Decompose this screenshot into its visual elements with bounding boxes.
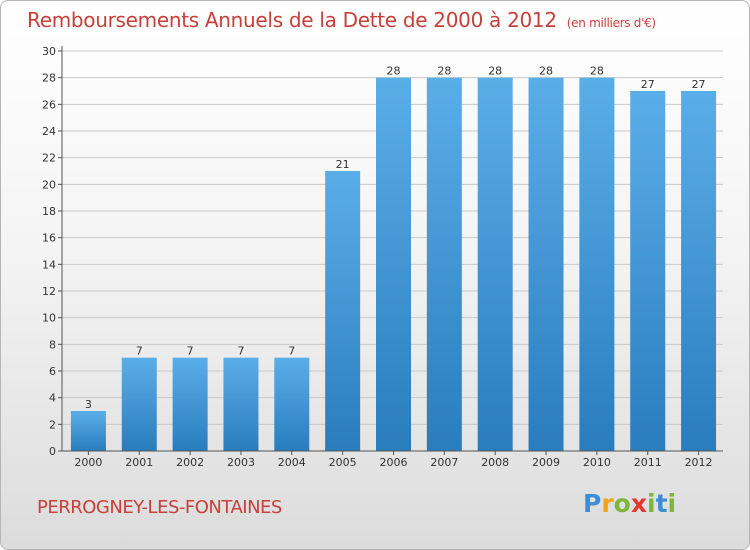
x-tick-label: 2006 — [380, 456, 408, 469]
y-tick-label: 2 — [49, 418, 56, 431]
y-tick-label: 14 — [42, 258, 56, 271]
bar-value-label: 28 — [437, 65, 451, 78]
y-tick-label: 0 — [49, 445, 56, 458]
bar-value-label: 7 — [237, 345, 244, 358]
x-tick-label: 2004 — [278, 456, 306, 469]
bar — [630, 91, 666, 451]
x-tick-label: 2003 — [227, 456, 255, 469]
x-tick-label: 2010 — [583, 456, 611, 469]
bar-value-label: 7 — [187, 345, 194, 358]
bar-value-label: 3 — [85, 398, 92, 411]
logo-letter: x — [630, 489, 647, 518]
y-tick-label: 22 — [42, 152, 56, 165]
x-tick-label: 2009 — [532, 456, 560, 469]
x-tick-label: 2000 — [74, 456, 102, 469]
y-tick-label: 8 — [49, 338, 56, 351]
bar — [325, 171, 361, 451]
bar — [681, 91, 717, 451]
bar — [172, 357, 208, 451]
bar-value-label: 27 — [641, 78, 655, 91]
proxiti-logo: Proxiti — [583, 489, 676, 518]
x-tick-label: 2001 — [125, 456, 153, 469]
bar-value-label: 7 — [136, 345, 143, 358]
bar — [528, 77, 564, 452]
chart-title-text: Remboursements Annuels de la Dette de 20… — [27, 8, 557, 32]
x-tick-label: 2012 — [685, 456, 713, 469]
logo-letter: t — [655, 489, 668, 518]
logo-letter: P — [583, 489, 602, 518]
bar — [121, 357, 157, 451]
bar-value-label: 28 — [488, 65, 502, 78]
bar — [426, 77, 462, 452]
bar-value-label: 21 — [336, 158, 350, 171]
y-tick-label: 26 — [42, 98, 56, 111]
y-tick-label: 6 — [49, 365, 56, 378]
logo-letter: o — [613, 489, 631, 518]
chart-subtitle: (en milliers d'€) — [566, 16, 656, 30]
bar — [477, 77, 513, 452]
x-tick-label: 2008 — [481, 456, 509, 469]
bar-value-label: 27 — [692, 78, 706, 91]
y-tick-label: 28 — [42, 72, 56, 85]
bar — [274, 357, 310, 451]
bar — [223, 357, 259, 451]
y-tick-label: 12 — [42, 285, 56, 298]
y-tick-label: 18 — [42, 205, 56, 218]
bar — [376, 77, 411, 452]
y-tick-label: 10 — [42, 312, 56, 325]
x-tick-label: 2007 — [430, 456, 458, 469]
y-tick-label: 24 — [42, 125, 56, 138]
bar-value-label: 7 — [288, 345, 295, 358]
y-tick-label: 20 — [42, 178, 56, 191]
y-tick-label: 4 — [49, 392, 56, 405]
bars: 3 7 7 7 7 21 28 28 28 28 28 27 27 — [70, 65, 717, 452]
x-tick-label: 2011 — [634, 456, 662, 469]
y-tick-label: 30 — [42, 45, 56, 58]
commune-name: PERROGNEY-LES-FONTAINES — [37, 497, 282, 518]
logo-letter: i — [667, 489, 677, 518]
chart-title: Remboursements Annuels de la Dette de 20… — [27, 8, 656, 32]
bar-value-label: 28 — [590, 65, 604, 78]
y-tick-label: 16 — [42, 232, 56, 245]
bar-value-label: 28 — [387, 65, 401, 78]
x-tick-label: 2002 — [176, 456, 204, 469]
bar — [579, 77, 615, 452]
logo-letter: r — [601, 489, 614, 518]
bar — [70, 411, 106, 451]
x-tick-label: 2005 — [329, 456, 357, 469]
logo-letter: i — [647, 489, 656, 518]
bar-value-label: 28 — [539, 65, 553, 78]
